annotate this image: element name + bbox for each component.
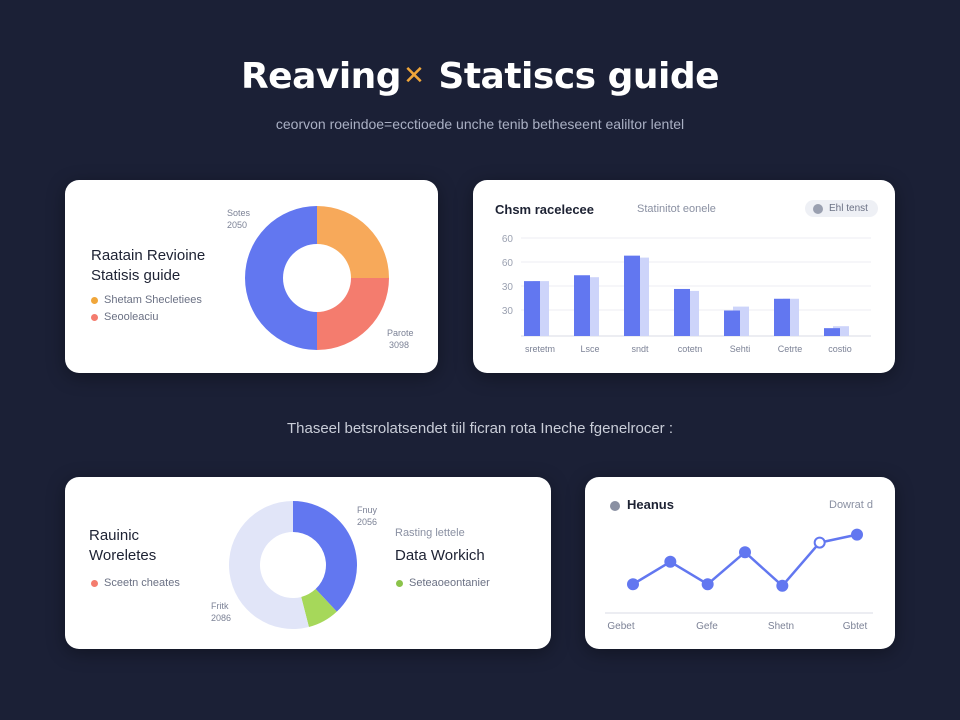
donut-card-2-heading: Rauinic Woreletes xyxy=(89,526,156,566)
x-tick-label: Cetrte xyxy=(778,344,803,354)
x-tick-label: Gbtet xyxy=(843,621,868,632)
donut-card-2-legend-right: Seteaoeontanier xyxy=(396,577,490,589)
legend-label: Seteaoeontanier xyxy=(409,577,490,589)
legend-dot xyxy=(396,579,403,587)
legend-dot xyxy=(91,579,98,587)
x-tick-label: cotetn xyxy=(678,344,703,354)
y-tick-label: 60 xyxy=(502,258,514,269)
donut-card-2[interactable]: Rauinic Woreletes Sceetn cheates Rasting… xyxy=(65,477,551,649)
donut-card-2-heading-line2: Woreletes xyxy=(89,547,157,564)
x-tick-label: Shetn xyxy=(768,621,794,632)
filter-label: Ehl tenst xyxy=(829,203,868,214)
line-point xyxy=(701,578,714,591)
bar-primary xyxy=(674,288,690,336)
bar-primary xyxy=(574,275,590,336)
x-tick-label: sretetm xyxy=(525,344,555,354)
line-chart-title: Heanus xyxy=(627,497,674,512)
donut-slice xyxy=(317,278,389,350)
x-tick-label: sndt xyxy=(631,344,649,354)
donut-card-1-heading-line1: Raatain Revioine xyxy=(91,247,206,264)
donut-card-2-heading-line1: Rauinic xyxy=(89,527,140,544)
donut-card-2-label-bottom: Fritk xyxy=(211,601,229,611)
donut-slice xyxy=(229,501,309,629)
filter-icon xyxy=(813,203,823,214)
y-tick-label: 30 xyxy=(502,282,514,293)
bar-secondary xyxy=(833,326,849,336)
line-chart-icon xyxy=(610,501,620,511)
page-subtitle: ceorvon roeindoe=ecctioede unche tenib b… xyxy=(275,116,685,132)
line-point xyxy=(664,555,677,568)
page-title-right: Statiscs guide xyxy=(438,56,720,97)
bar-primary xyxy=(774,298,790,336)
donut-card-1-legend-1: Shetam Shecletiees xyxy=(91,294,202,306)
donut-slice xyxy=(293,501,357,612)
bar-chart-title: Chsm racelecee xyxy=(495,202,595,217)
donut-chart-2 xyxy=(229,501,357,629)
page-title: Reaving✕ Statiscs guide xyxy=(0,56,960,97)
line-chart: Gebet Gefe Shetn Gbtet xyxy=(605,528,873,632)
donut-card-2-right-small: Rasting lettele xyxy=(395,527,465,539)
bar-primary xyxy=(724,310,740,336)
sparkle-icon: ✕ xyxy=(403,61,425,91)
donut-slice xyxy=(317,206,389,278)
x-tick-label: Gefe xyxy=(696,621,718,632)
y-tick-label: 30 xyxy=(502,306,514,317)
bar-primary xyxy=(624,255,640,336)
x-tick-label: costio xyxy=(828,344,852,354)
line-point xyxy=(739,546,751,559)
line-point xyxy=(851,528,863,541)
legend-label: Sceetn cheates xyxy=(104,577,180,589)
bar-primary xyxy=(824,328,840,336)
donut-card-1-heading: Raatain Revioine Statisis guide xyxy=(91,246,205,286)
donut-card-2-legend-left: Sceetn cheates xyxy=(91,577,180,589)
donut-slice xyxy=(301,589,337,627)
donut-card-2-right-big: Data Workich xyxy=(395,547,485,564)
line-chart-corner-label: Dowrat d xyxy=(829,499,874,511)
line-point xyxy=(627,578,639,591)
bar-chart-filter-pill[interactable]: Ehl tenst xyxy=(805,200,878,217)
x-tick-label: Gebet xyxy=(607,621,634,632)
donut-card-1-value-bottom: 3098 xyxy=(389,340,410,350)
bar-primary xyxy=(524,281,540,336)
line-point xyxy=(776,579,789,592)
donut-chart-1 xyxy=(245,206,389,350)
donut-card-1-legend-2: Seooleaciu xyxy=(91,311,158,323)
line-chart-card[interactable]: Heanus Dowrat d Gebet Gefe Shetn Gbtet xyxy=(585,477,895,649)
donut-card-2-label-top: Fnuy xyxy=(357,505,378,515)
bar-chart-subtitle: Statinitot eonele xyxy=(637,203,716,215)
y-tick-label: 60 xyxy=(502,234,514,245)
legend-label: Seooleaciu xyxy=(104,311,159,323)
x-tick-label: Lsce xyxy=(580,344,599,354)
donut-card-1-heading-line2: Statisis guide xyxy=(91,267,181,284)
donut-card-1[interactable]: Raatain Revioine Statisis guide Shetam S… xyxy=(65,180,438,373)
x-tick-label: Sehti xyxy=(730,344,751,354)
line-point xyxy=(813,536,826,549)
section-caption: Thaseel betsrolatsendet tiil ficran rota… xyxy=(286,420,674,437)
legend-dot xyxy=(91,296,98,304)
donut-card-2-value-bottom: 2086 xyxy=(211,613,232,623)
donut-card-1-label-bottom: Parote xyxy=(387,328,414,338)
bar-chart: 60 60 30 30 sretetm Lsce sndt cotetn Sehti Cetrte… xyxy=(502,234,871,354)
donut-card-1-value-top: 2050 xyxy=(227,220,248,230)
donut-card-2-value-top: 2056 xyxy=(357,517,378,527)
page-title-left: Reaving xyxy=(240,56,402,97)
donut-card-1-label-top: Sotes xyxy=(227,208,251,218)
legend-dot xyxy=(91,313,98,321)
legend-label: Shetam Shecletiees xyxy=(104,294,202,306)
bar-chart-card[interactable]: Chsm racelecee Statinitot eonele Ehl ten… xyxy=(473,180,895,373)
donut-slice xyxy=(245,206,317,350)
